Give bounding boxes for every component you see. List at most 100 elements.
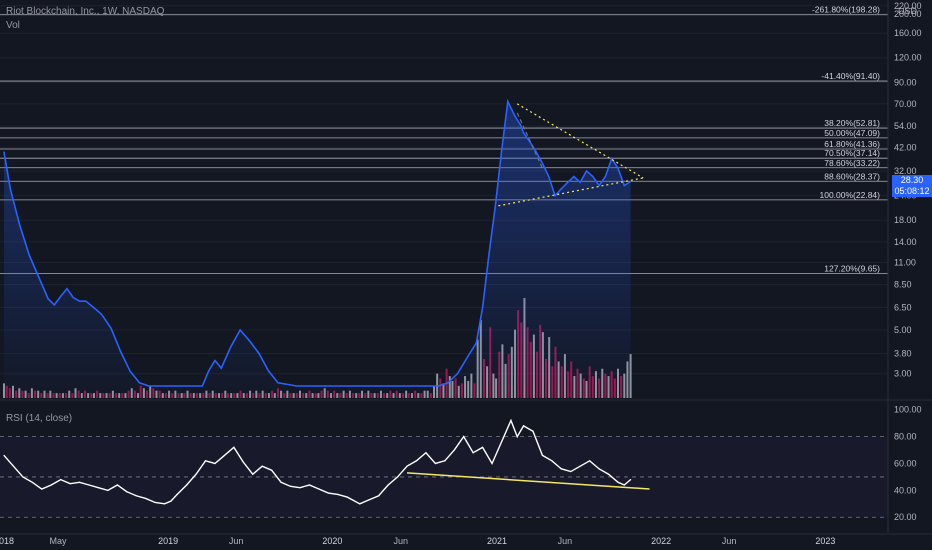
rsi-point <box>472 452 474 454</box>
price-point <box>60 295 62 297</box>
time-tick-label: 2020 <box>322 536 342 546</box>
price-point <box>623 184 625 187</box>
rsi-point <box>378 495 380 497</box>
rsi-point <box>195 473 197 475</box>
rsi-tick-label: 100.00 <box>894 405 922 415</box>
rsi-point <box>425 452 427 454</box>
bar-countdown: 05:08:12 <box>892 186 932 197</box>
rsi-point <box>522 425 525 427</box>
rsi-point <box>12 465 15 467</box>
price-point <box>110 327 112 329</box>
rsi-trendline[interactable] <box>406 472 650 490</box>
volume-label: Vol <box>6 20 20 31</box>
price-point <box>554 195 556 197</box>
rsi-point <box>88 484 90 486</box>
time-tick-label: Jun <box>722 536 737 546</box>
rsi-point <box>41 488 43 490</box>
price-tick-label: 6.50 <box>894 303 912 313</box>
trendline-diag[interactable] <box>516 112 543 169</box>
price-point <box>296 385 298 387</box>
rsi-point <box>453 449 455 451</box>
price-point <box>359 385 361 387</box>
price-point <box>519 123 521 126</box>
price-point <box>541 162 544 164</box>
time-tick-label: Jun <box>558 536 573 546</box>
rsi-point <box>242 461 244 463</box>
price-tick-label: 160.00 <box>894 28 922 38</box>
price-point <box>617 167 619 169</box>
price-point <box>19 224 21 226</box>
rsi-point <box>107 489 109 491</box>
fib-level-label: 127.20%(9.65) <box>824 264 880 274</box>
rsi-point <box>145 497 147 500</box>
rsi-point <box>252 473 254 475</box>
rsi-point <box>78 481 81 483</box>
rsi-point <box>598 468 600 470</box>
rsi-point <box>223 454 226 457</box>
rsi-point <box>359 503 361 505</box>
price-point <box>208 370 210 372</box>
price-point <box>239 329 241 331</box>
rsi-point <box>299 487 301 489</box>
rsi-point <box>3 454 5 457</box>
price-point <box>3 151 5 153</box>
price-tick-label: 8.50 <box>894 280 912 290</box>
price-point <box>201 385 203 387</box>
trendline-upper[interactable] <box>516 103 644 179</box>
price-point <box>220 367 222 369</box>
price-tick-label: 5.00 <box>894 325 912 335</box>
price-point <box>396 385 399 387</box>
time-tick-label: 2018 <box>0 536 14 546</box>
rsi-point <box>308 484 311 486</box>
rsi-point <box>500 441 503 443</box>
rsi-tick-label: 20.00 <box>894 512 917 522</box>
price-point <box>447 382 449 384</box>
rsi-point <box>368 499 370 501</box>
rsi-tick-label: 80.00 <box>894 432 917 442</box>
rsi-point <box>570 470 572 473</box>
price-tick-label: 14.00 <box>894 237 917 247</box>
rsi-tick-label: 60.00 <box>894 458 917 468</box>
rsi-point <box>318 488 320 490</box>
price-point <box>119 350 122 352</box>
fib-level-label: 50.00%(47.09) <box>824 128 880 138</box>
price-point <box>94 308 96 310</box>
rsi-point <box>233 446 235 448</box>
rsi-point <box>60 479 62 481</box>
rsi-point <box>170 500 172 502</box>
rsi-point <box>97 487 100 489</box>
rsi-pane <box>0 399 932 518</box>
time-tick-label: 2019 <box>158 536 178 546</box>
price-tick-label: 120.00 <box>894 53 922 63</box>
rsi-label: RSI (14, close) <box>6 413 73 424</box>
price-point <box>466 357 468 359</box>
rsi-point <box>532 430 534 432</box>
price-point <box>535 151 537 153</box>
currency-label: USD <box>898 6 918 16</box>
rsi-point <box>396 476 399 478</box>
price-point <box>488 254 490 256</box>
price-tick-label: 32.00 <box>894 166 917 176</box>
price-point <box>157 385 159 387</box>
rsi-point <box>22 476 24 478</box>
rsi-point <box>579 465 581 467</box>
price-point <box>66 288 68 290</box>
time-tick-label: May <box>49 536 67 546</box>
time-tick-label: Jun <box>393 536 408 546</box>
rsi-point <box>154 501 156 504</box>
rsi-point <box>346 496 348 498</box>
rsi-point <box>176 493 178 495</box>
rsi-point <box>327 492 329 494</box>
price-point <box>101 313 103 315</box>
rsi-point <box>214 462 216 465</box>
rsi-point <box>387 484 389 486</box>
trendlines[interactable] <box>498 103 644 207</box>
price-point <box>431 385 433 387</box>
rsi-tick-label: 40.00 <box>894 485 917 495</box>
price-point <box>522 132 525 134</box>
time-tick-label: 2021 <box>487 536 507 546</box>
price-point <box>192 385 194 387</box>
rsi-point <box>271 469 273 471</box>
price-point <box>173 385 175 387</box>
